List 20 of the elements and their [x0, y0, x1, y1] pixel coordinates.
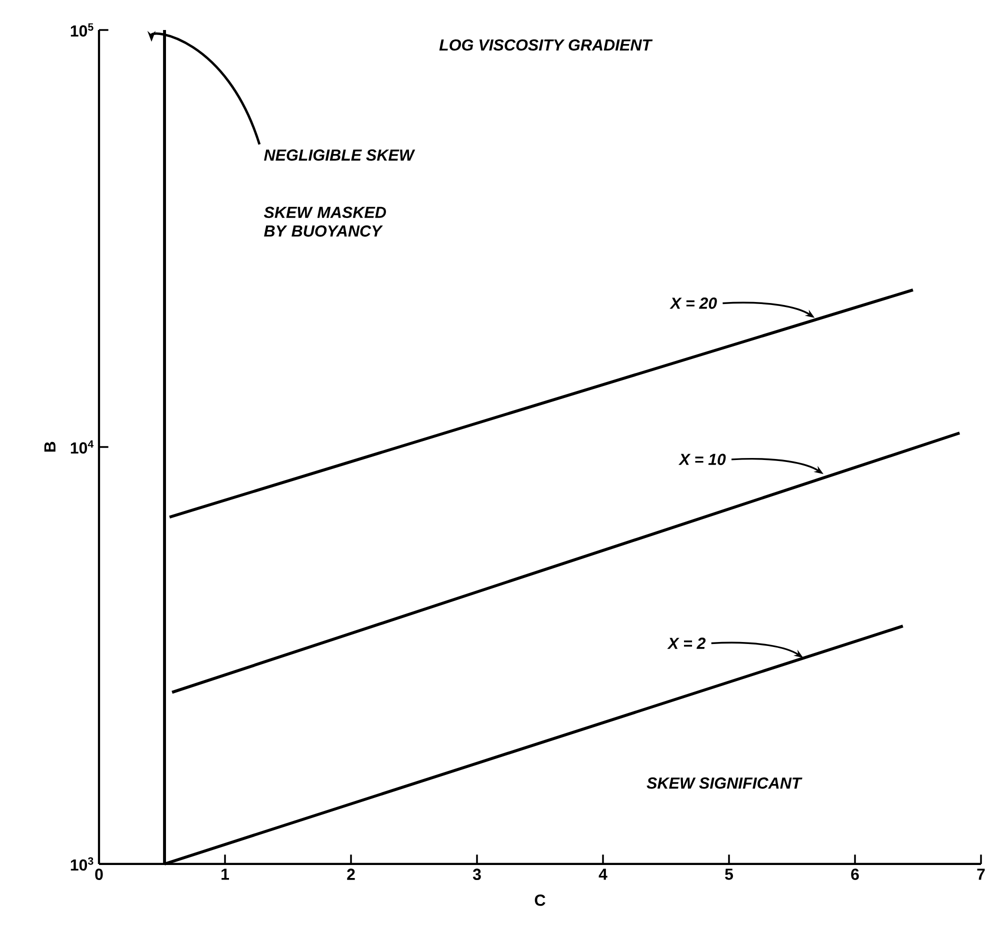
annotation: NEGLIGIBLE SKEW [264, 149, 416, 161]
y-axis-title: B [44, 442, 56, 452]
annotation: X = 20 [670, 298, 717, 309]
x-tick-label: 4 [598, 868, 608, 880]
y-tick-label: 10$^{3}$ [70, 857, 94, 871]
y-tick-label: 10$^{4}$ [70, 440, 94, 454]
x-tick-label: 2 [347, 868, 355, 880]
chart-title: LOG VISCOSITY GRADIENT [439, 39, 653, 51]
annotation: SKEW MASKED BY BUOYANCY [264, 206, 386, 237]
annotation: X = 2 [667, 638, 706, 649]
x-tick-label: 0 [95, 868, 103, 880]
x-tick-label: 5 [725, 868, 733, 880]
x-axis-title: C [534, 894, 546, 906]
x-tick-label: 7 [977, 868, 985, 880]
y-tick-label: 10$^{5}$ [70, 23, 94, 37]
annotation: SKEW SIGNIFICANT [646, 777, 802, 789]
x-tick-label: 6 [851, 868, 859, 880]
annotation: X = 10 [678, 454, 726, 466]
x-tick-label: 3 [472, 868, 481, 880]
x-tick-label: 1 [222, 868, 229, 880]
